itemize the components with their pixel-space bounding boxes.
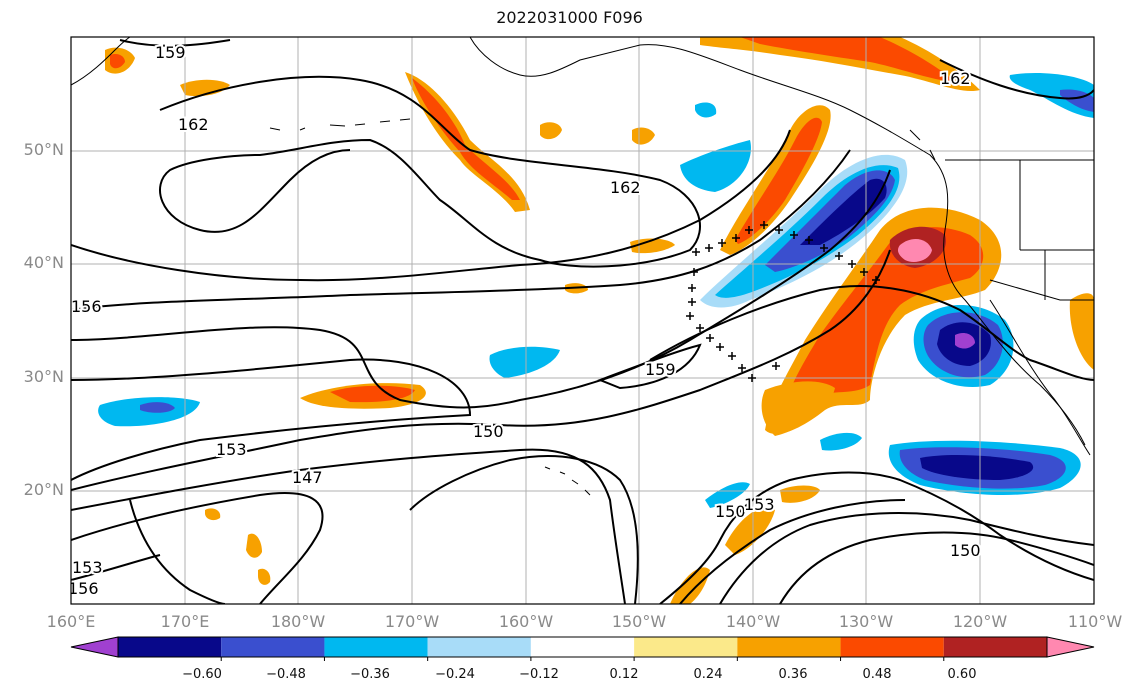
lon-label: 150°W <box>611 612 667 631</box>
colorbar-tick-label: −0.24 <box>435 667 475 682</box>
contour-label: 162 <box>940 69 971 88</box>
lon-label: 170°W <box>384 612 440 631</box>
contour-label: 153 <box>72 558 103 577</box>
station-markers <box>686 221 880 382</box>
lat-label: 30°N <box>23 367 64 386</box>
colorbar-tick-label: 0.24 <box>693 667 723 682</box>
lat-label: 20°N <box>23 480 64 499</box>
colorbar-segment <box>943 637 1047 657</box>
map-title: 2022031000 F096 <box>496 8 643 27</box>
contour-label: 150 <box>950 541 981 560</box>
us-borders <box>945 159 1094 301</box>
positive-band-alaska <box>700 37 980 92</box>
lon-label: 160°E <box>46 612 96 631</box>
siberia-coast <box>71 37 131 86</box>
lat-label: 50°N <box>23 140 64 159</box>
contours <box>71 39 1094 604</box>
colorbar-segment <box>530 637 635 657</box>
lon-label: 170°E <box>160 612 210 631</box>
contour-label: 162 <box>610 178 641 197</box>
colorbar-segment <box>634 637 738 657</box>
colorbar-tick-label: −0.48 <box>266 667 306 682</box>
colorbar-segment <box>118 637 222 657</box>
colorbar-segment <box>324 637 428 657</box>
contour-label: 162 <box>178 115 209 134</box>
baja-coast <box>989 299 1091 456</box>
contour-labels: 159 162 162 162 156 153 150 147 159 150 … <box>68 41 983 600</box>
colorbar-frame <box>117 636 1048 658</box>
colorbar-segment <box>840 637 944 657</box>
contour-label: 159 <box>645 360 676 379</box>
contour-label: 147 <box>292 468 323 487</box>
contour-label: 150 <box>473 422 504 441</box>
colorbar-segment <box>221 637 325 657</box>
colorbar-tick-label: 0.48 <box>862 667 892 682</box>
alaska-coast <box>469 37 1086 446</box>
colorbar-tick-label: −0.60 <box>182 667 222 682</box>
lon-label: 120°W <box>952 612 1008 631</box>
colorbar <box>70 636 1095 661</box>
contour-label: 156 <box>68 579 99 598</box>
map-frame <box>70 36 1095 605</box>
lon-label: 180°W <box>270 612 326 631</box>
lat-label: 40°N <box>23 253 64 272</box>
colorbar-extend-min <box>70 636 119 658</box>
colorbar-segment <box>427 637 531 657</box>
colorbar-tick-label: −0.12 <box>519 667 559 682</box>
shaded-anomalies <box>98 37 1094 604</box>
contour-label: 153 <box>216 440 247 459</box>
contour-label: 159 <box>155 43 186 62</box>
colorbar-tick-label: 0.60 <box>947 667 977 682</box>
hawaii-islands <box>544 466 591 496</box>
contour-label: 156 <box>71 297 102 316</box>
aleutian-islands <box>269 118 411 131</box>
gulf-islands <box>909 129 936 161</box>
contour-label: 153 <box>744 495 775 514</box>
colorbar-tick-label: 0.12 <box>609 667 639 682</box>
colorbar-tick-label: −0.36 <box>350 667 390 682</box>
colorbar-extend-max <box>1046 636 1095 658</box>
colorbar-tick-label: 0.36 <box>778 667 808 682</box>
lon-label: 110°W <box>1067 612 1123 631</box>
lon-label: 160°W <box>498 612 554 631</box>
colorbar-segment <box>737 637 841 657</box>
lon-label: 130°W <box>838 612 894 631</box>
lon-label: 140°W <box>725 612 781 631</box>
contour-label: 150 <box>715 502 746 521</box>
coastlines <box>71 37 1094 496</box>
